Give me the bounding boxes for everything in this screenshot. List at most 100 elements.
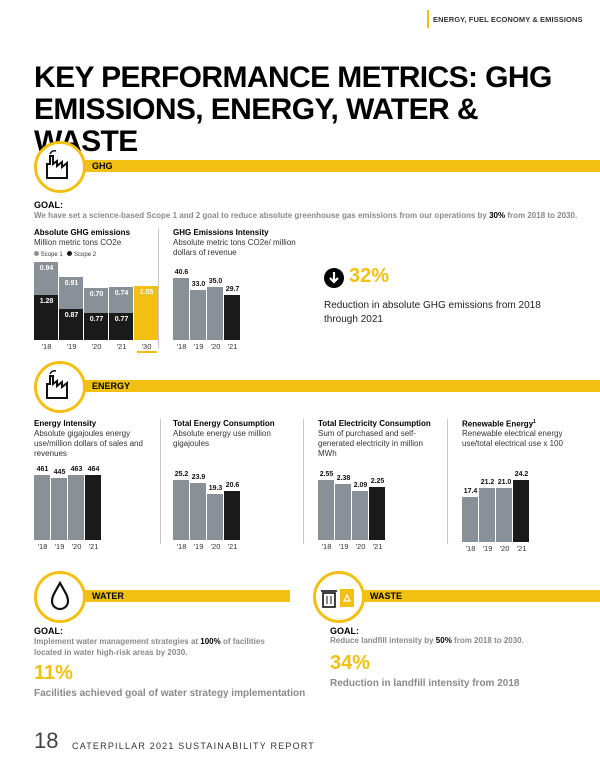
bar-value-label: 21.0 [497, 479, 512, 486]
bar-value-label: 463 [70, 466, 83, 473]
bar-value-label: 24.2 [514, 471, 529, 478]
divider [158, 228, 159, 348]
bar [68, 475, 84, 540]
waste-icon-circle [313, 571, 365, 623]
tick-label: '18 [37, 542, 48, 551]
tick-label: '19 [193, 542, 204, 551]
bar [369, 487, 385, 540]
waste-goal-text: Reduce landfill intensity by 50% from 20… [330, 636, 590, 645]
bar-value-label: 0.70 [89, 291, 104, 298]
ghg-icon-circle [34, 141, 86, 193]
renewable-title-sup: 1 [533, 419, 536, 425]
header-accent-line [427, 10, 429, 28]
tick-label: '21 [116, 342, 127, 351]
renewable-subtitle: Renewable electrical energy use/total el… [462, 429, 563, 448]
waste-highlight-text: Reduction in landfill intensity from 201… [330, 678, 520, 689]
bar-value-label: 0.77 [114, 316, 129, 323]
ghg-highlight-value: 32% [349, 265, 390, 287]
bar-value-label: 17.4 [463, 488, 478, 495]
tick-label: '20 [91, 342, 102, 351]
legend-scope2: Scope 2 [74, 252, 97, 258]
renewable-title: Renewable Energy1 [462, 419, 536, 429]
energy-intensity-chart: 461 '18 445 '19 463 '20 464 '21 [34, 465, 104, 551]
bar-value-label: 0.74 [114, 290, 129, 297]
bar [224, 491, 240, 540]
energy-intensity-title: Energy Intensity [34, 419, 97, 428]
waste-goal-post: from 2018 to 2030. [451, 636, 524, 645]
water-highlight-value: 11% [34, 662, 73, 684]
bar-value-label: 2.55 [319, 471, 334, 478]
bar-value-label: 19.3 [208, 485, 223, 492]
tick-label: '18 [176, 342, 187, 351]
tick-label: '19 [66, 342, 77, 351]
water-goal-heading: GOAL: [34, 626, 63, 636]
bar-value-label: 35.0 [208, 278, 223, 285]
bar-value-label: 29.7 [225, 286, 240, 293]
bar-goal [134, 286, 158, 340]
renewable-chart: 17.4 '18 21.2 '19 21.0 '20 24.2 '21 [462, 470, 532, 553]
section-tag: ENERGY, FUEL ECONOMY & EMISSIONS [433, 15, 583, 24]
tick-label: '19 [482, 544, 493, 553]
energy-intensity-subtitle: Absolute gigajoules energy use/million d… [34, 429, 143, 458]
water-highlight-text: Facilities achieved goal of water strate… [34, 688, 306, 699]
legend-dot-scope1 [34, 251, 39, 256]
bar-value-label: 2.25 [370, 478, 385, 485]
ghg-goal-post: from 2018 to 2030. [505, 211, 578, 220]
ghg-goal-pre: We have set a science-based Scope 1 and … [34, 211, 490, 220]
bar-scope2 [84, 313, 108, 340]
bar-value-label: 0.94 [39, 265, 54, 272]
abs-ghg-subtitle: Million metric tons CO2e [34, 238, 122, 247]
bar [479, 488, 495, 542]
bar-value-label: 23.9 [191, 474, 206, 481]
tick-label: '18 [176, 542, 187, 551]
water-band-label: WATER [92, 591, 124, 601]
bar-scope2 [59, 309, 83, 340]
ghg-intensity-chart: 40.6 '18 33.0 '19 35.0 '20 29.7 '21 [173, 268, 243, 351]
electricity-chart: 2.55 '18 2.38 '19 2.09 '20 2.25 '21 [318, 470, 388, 551]
bar [335, 484, 351, 540]
ghg-band [60, 160, 600, 172]
bar [190, 290, 206, 340]
divider [160, 419, 161, 544]
ghg-band-label: GHG [92, 161, 113, 171]
divider [303, 419, 304, 544]
tick-label: '18 [465, 544, 476, 553]
bar-scope1 [34, 262, 58, 295]
energy-total-subtitle: Absolute energy use million gigajoules [173, 429, 271, 448]
bar [224, 295, 240, 340]
bar-value-label: 0.91 [64, 280, 79, 287]
tick-label: '21 [516, 544, 527, 553]
bar-scope1 [84, 288, 108, 313]
bar-value-label: 2.09 [353, 482, 368, 489]
bar [173, 480, 189, 540]
bar [207, 494, 223, 540]
water-icon-circle [34, 571, 86, 623]
bar-value-label: 25.2 [174, 471, 189, 478]
bar-value-label: 21.2 [480, 479, 495, 486]
electricity-subtitle: Sum of purchased and self-generated elec… [318, 429, 423, 458]
water-goal-pre: Implement water management strategies at [34, 637, 201, 646]
report-title: CATERPILLAR 2021 SUSTAINABILITY REPORT [72, 741, 316, 751]
abs-ghg-legend: Scope 1 Scope 2 [34, 251, 96, 258]
tick-label: '20 [210, 542, 221, 551]
ghg-goal-bold: 30% [489, 211, 506, 220]
ghg-intensity-subtitle: Absolute metric tons CO2e/ million dolla… [173, 238, 296, 257]
bar-value-label: 33.0 [191, 281, 206, 288]
energy-band-label: ENERGY [92, 381, 131, 391]
tick-label: '19 [338, 542, 349, 551]
bar [318, 480, 334, 540]
bar [496, 488, 512, 542]
abs-ghg-title: Absolute GHG emissions [34, 228, 131, 237]
bar [190, 483, 206, 540]
legend-dot-scope2 [67, 251, 73, 256]
bar-value-label: 1.55 [139, 289, 154, 296]
tick-label: '21 [88, 542, 99, 551]
tick-label: '18 [41, 342, 52, 351]
water-band [60, 590, 290, 602]
ghg-intensity-title: GHG Emissions Intensity [173, 228, 269, 237]
tick-label: '19 [193, 342, 204, 351]
waste-goal-bold: 50% [435, 636, 452, 645]
bar-value-label: 1.28 [39, 298, 54, 305]
divider [447, 419, 448, 544]
factory-icon [46, 150, 68, 179]
